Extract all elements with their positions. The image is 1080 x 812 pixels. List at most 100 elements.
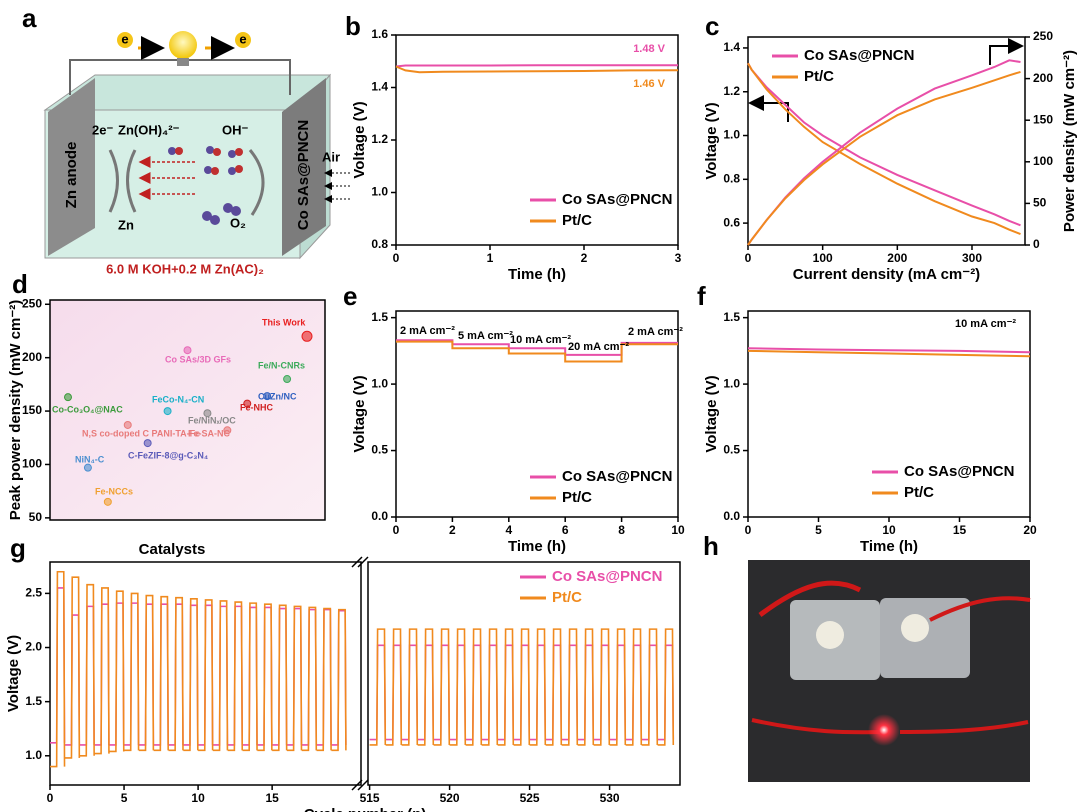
x-tick-label: 6 bbox=[562, 523, 569, 537]
x-tick-label: 5 bbox=[121, 791, 128, 805]
legend-label: Co SAs@PNCN bbox=[904, 463, 1014, 480]
cycle-trace bbox=[433, 628, 451, 746]
x-tick-label: 3 bbox=[675, 251, 682, 265]
x-tick-label: 15 bbox=[265, 791, 279, 805]
point-label: Fe-NCCs bbox=[95, 486, 133, 496]
y-axis-label: Voltage (V) bbox=[351, 375, 368, 452]
plot-frame bbox=[49, 299, 326, 521]
photo: h bbox=[703, 531, 1031, 782]
legend-label: Pt/C bbox=[904, 484, 934, 501]
series-line bbox=[747, 347, 1031, 354]
y-tick-label: 1.0 bbox=[371, 376, 388, 390]
data-point bbox=[183, 346, 192, 355]
series-line bbox=[395, 64, 678, 68]
x-tick-label: 0 bbox=[47, 791, 54, 805]
cycle-trace bbox=[529, 628, 547, 746]
cycle-trace bbox=[50, 570, 66, 768]
y2-tick-label: 200 bbox=[1033, 71, 1053, 85]
cycle-trace bbox=[212, 600, 229, 752]
point-label: NiN₄-C bbox=[75, 454, 105, 464]
x-axis-label: Catalysts bbox=[139, 541, 206, 558]
series-line bbox=[747, 62, 1021, 227]
y-tick-label: 0.5 bbox=[723, 443, 740, 457]
panel-label: f bbox=[697, 281, 706, 311]
series-line bbox=[747, 70, 1021, 246]
y-tick-label: 0.0 bbox=[723, 509, 740, 523]
panel-label: c bbox=[705, 11, 719, 41]
x-axis-label: Time (h) bbox=[860, 538, 918, 555]
battery-cell bbox=[880, 598, 970, 678]
y-tick-label: 1.0 bbox=[723, 128, 740, 142]
cycle-trace bbox=[64, 576, 81, 759]
x-axis-label: Time (h) bbox=[508, 266, 566, 283]
cycle-trace bbox=[183, 598, 199, 752]
reaction-arrow bbox=[248, 149, 265, 216]
x-tick-label: 515 bbox=[360, 791, 380, 805]
cycle-trace bbox=[465, 628, 483, 746]
watermark: 大数跨境 bbox=[35, 785, 107, 807]
x-tick-label: 300 bbox=[962, 251, 982, 265]
point-label: This Work bbox=[262, 317, 306, 327]
plot-frame bbox=[747, 310, 1031, 518]
data-point bbox=[123, 420, 132, 429]
cycle-trace bbox=[593, 628, 611, 746]
y2-tick-label: 250 bbox=[1033, 29, 1053, 43]
point-label: Co SAs/3D GFs bbox=[165, 354, 231, 364]
point-label: CuZn/NC bbox=[258, 391, 297, 401]
cycle-trace bbox=[625, 628, 643, 746]
data-point bbox=[263, 392, 272, 401]
panel-label: a bbox=[22, 3, 37, 33]
x-tick-label: 4 bbox=[505, 523, 512, 537]
electron: e bbox=[121, 31, 128, 46]
legend-label: Co SAs@PNCN bbox=[562, 191, 672, 208]
plot-frame bbox=[367, 561, 681, 786]
data-point bbox=[163, 407, 172, 416]
bulb-base bbox=[177, 58, 189, 66]
x-tick-label: 200 bbox=[887, 251, 907, 265]
air-label: Air bbox=[322, 149, 340, 164]
data-point bbox=[223, 426, 232, 435]
y-tick-label: 1.4 bbox=[371, 80, 388, 94]
legend-label: Co SAs@PNCN bbox=[552, 568, 662, 585]
cycle-trace bbox=[545, 628, 563, 746]
x-tick-label: 0 bbox=[745, 251, 752, 265]
cycle-trace bbox=[109, 590, 125, 753]
x-tick-label: 0 bbox=[745, 523, 752, 537]
panel-label: h bbox=[703, 531, 719, 561]
x-tick-label: 520 bbox=[440, 791, 460, 805]
point-label: C-FeZIF-8@g-C₃N₄ bbox=[128, 450, 208, 460]
series-line bbox=[395, 65, 679, 74]
air-electrode bbox=[282, 78, 326, 256]
y2-tick-label: 50 bbox=[1033, 196, 1047, 210]
y-tick-label: 1.2 bbox=[723, 84, 740, 98]
x-tick-label: 525 bbox=[520, 791, 540, 805]
zn-electrode bbox=[48, 78, 95, 256]
y-tick-label: 200 bbox=[22, 350, 42, 364]
y-tick-label: 0.8 bbox=[371, 237, 388, 251]
y-tick-label: 1.0 bbox=[371, 185, 388, 199]
led bbox=[868, 714, 900, 746]
x-tick-label: 10 bbox=[882, 523, 896, 537]
series-line bbox=[747, 349, 1031, 358]
legend-label: Pt/C bbox=[562, 212, 592, 229]
y-tick-label: 1.2 bbox=[371, 132, 388, 146]
x-tick-label: 0 bbox=[393, 523, 400, 537]
data-point bbox=[143, 439, 152, 448]
data-point bbox=[83, 463, 92, 472]
x-tick-label: 10 bbox=[191, 791, 205, 805]
x-tick-label: 1 bbox=[487, 251, 494, 265]
bulb bbox=[169, 31, 197, 59]
point-label: Fe-SA-NC bbox=[188, 428, 230, 438]
cycle-trace bbox=[369, 628, 387, 746]
y-tick-label: 250 bbox=[22, 296, 42, 310]
cycle-trace bbox=[301, 606, 318, 752]
cycle-trace bbox=[124, 592, 140, 752]
y-tick-label: 150 bbox=[22, 403, 42, 417]
data-point bbox=[103, 497, 112, 506]
plot-background bbox=[50, 300, 325, 520]
annotation: 1.48 V bbox=[633, 43, 665, 55]
cycle-trace bbox=[242, 602, 258, 752]
electrons-label: 2e⁻ bbox=[92, 122, 113, 137]
cycle-trace bbox=[316, 607, 332, 752]
y-tick-label: 0.6 bbox=[723, 215, 740, 229]
